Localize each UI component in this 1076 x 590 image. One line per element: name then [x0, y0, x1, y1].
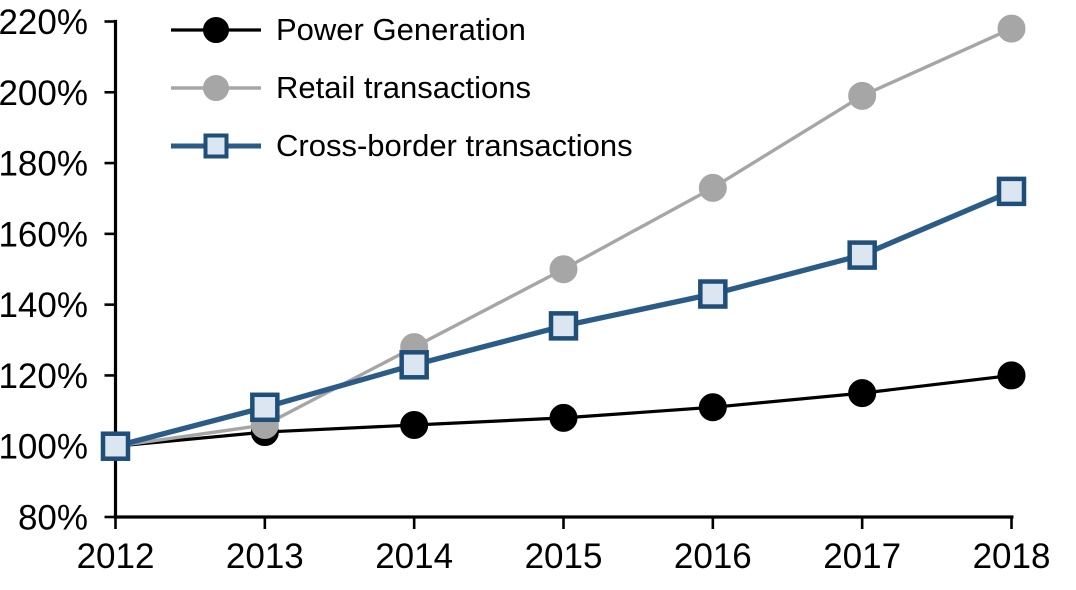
x-tick-label: 2012 — [77, 537, 155, 576]
retail-transactions-marker-2015 — [549, 255, 578, 284]
cross-border-transactions-marker-2012 — [100, 431, 131, 461]
cross-border-transactions-marker-2015 — [548, 311, 579, 341]
retail-transactions-marker-2016 — [698, 173, 727, 202]
legend-label-power-generation: Power Generation — [276, 12, 526, 47]
power-generation-marker-2015 — [549, 403, 578, 432]
legend-marker-square — [203, 133, 229, 159]
y-tick-label: 220% — [0, 3, 88, 42]
retail-transactions-marker-2018 — [997, 14, 1026, 43]
y-tick-label: 180% — [0, 145, 88, 184]
retail-transactions-legend-marker — [170, 72, 266, 104]
y-tick-label: 200% — [0, 74, 88, 113]
cross-border-transactions-marker-2016 — [698, 279, 728, 309]
y-tick-label: 80% — [18, 499, 88, 538]
x-tick-label: 2017 — [823, 537, 901, 576]
y-tick-label: 160% — [0, 215, 88, 254]
cross-border-transactions-legend-marker — [170, 130, 266, 162]
power-generation-legend-sample — [171, 17, 261, 43]
cross-border-transactions-marker-2014 — [399, 350, 429, 380]
legend-item-power-generation: Power Generation — [170, 13, 633, 47]
y-tick-label: 140% — [0, 286, 88, 325]
x-tick-label: 2018 — [973, 537, 1051, 576]
power-generation-marker-2014 — [400, 410, 429, 439]
cross-border-transactions-marker-2017 — [847, 240, 877, 270]
x-tick-label: 2013 — [226, 537, 304, 576]
legend-item-cross-border-transactions: Cross-border transactions — [170, 129, 633, 163]
legend-label-retail-transactions: Retail transactions — [276, 70, 532, 105]
y-tick-label: 120% — [0, 357, 88, 396]
legend-item-retail-transactions: Retail transactions — [170, 71, 633, 105]
legend-marker-circle — [203, 75, 229, 101]
cross-border-transactions-marker-2013 — [250, 392, 280, 423]
legend-marker-circle — [203, 17, 229, 43]
retail-transactions-legend-sample — [171, 75, 261, 101]
legend: Power Generation Retail transactions Cro… — [170, 13, 633, 187]
power-generation-marker-2018 — [997, 361, 1026, 390]
cross-border-transactions-marker-2018 — [996, 176, 1027, 207]
x-tick-label: 2015 — [525, 537, 603, 576]
power-generation-marker-2016 — [698, 393, 727, 422]
legend-label-cross-border-transactions: Cross-border transactions — [276, 128, 633, 163]
x-tick-label: 2014 — [375, 537, 453, 576]
x-tick-label: 2016 — [674, 537, 752, 576]
power-generation-legend-marker — [170, 14, 266, 46]
y-tick-label: 100% — [0, 428, 88, 467]
retail-transactions-marker-2017 — [848, 81, 877, 110]
power-generation-marker-2017 — [848, 379, 877, 408]
cross-border-transactions-legend-sample — [171, 133, 261, 159]
